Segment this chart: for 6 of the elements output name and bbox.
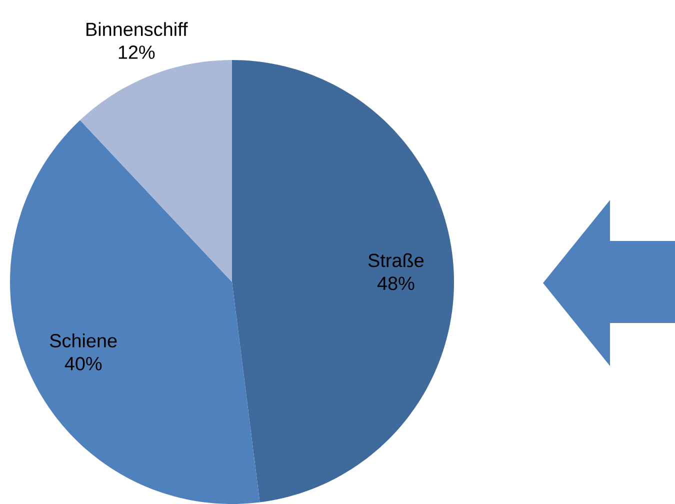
slice-label: Binnenschiff bbox=[86, 22, 188, 36]
data-label: 40% bbox=[64, 356, 102, 370]
data-label: 12% bbox=[118, 46, 155, 59]
data-label: 48% bbox=[377, 276, 414, 290]
slice-label: Schiene bbox=[50, 334, 117, 348]
slice-label: Straße bbox=[368, 253, 424, 268]
